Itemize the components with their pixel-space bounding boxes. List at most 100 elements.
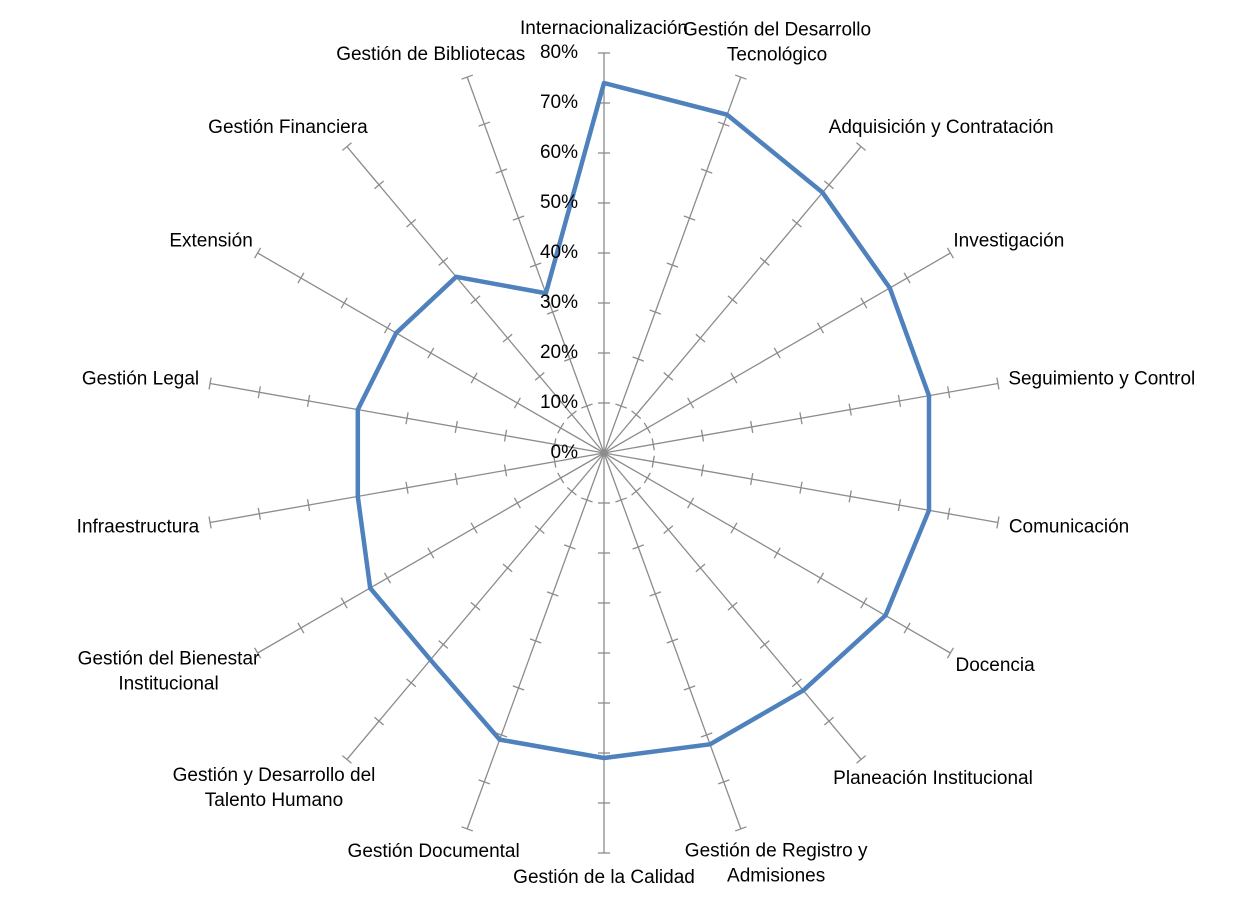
- tick-mark: [529, 638, 542, 644]
- tick-mark: [563, 544, 576, 550]
- tick-mark: [651, 438, 655, 451]
- tick-mark: [759, 640, 770, 649]
- tick-mark: [734, 74, 747, 80]
- tick-mark: [666, 638, 679, 644]
- tick-mark: [470, 522, 478, 534]
- tick-mark: [383, 572, 392, 584]
- tick-mark: [503, 464, 508, 477]
- tick-mark: [759, 257, 770, 266]
- category-label: Gestión Financiera: [208, 117, 368, 139]
- tick-mark: [406, 678, 417, 688]
- tick-mark: [478, 779, 491, 785]
- tick-mark: [687, 397, 695, 409]
- tick-mark: [695, 333, 706, 343]
- category-label: Gestión Legal: [81, 368, 200, 390]
- tick-mark: [717, 121, 730, 127]
- tick-mark: [254, 647, 262, 659]
- tick-mark: [856, 755, 867, 764]
- tick-mark: [717, 779, 730, 785]
- tick-mark: [534, 372, 545, 381]
- tick-mark: [340, 297, 348, 309]
- tick-mark: [502, 333, 513, 343]
- tick-mark: [503, 429, 508, 442]
- tick-mark: [454, 473, 458, 486]
- tick-mark: [897, 394, 902, 407]
- tick-mark: [405, 412, 409, 425]
- category-label: Gestión de Registro y Admisiones: [684, 840, 868, 887]
- tick-mark: [438, 257, 449, 266]
- category-label: Extensión: [169, 230, 253, 252]
- y-tick-label: 60%: [539, 142, 578, 163]
- tick-mark: [631, 486, 642, 496]
- tick-mark: [947, 507, 951, 520]
- category-label: Planeación Institucional: [833, 767, 1033, 789]
- tick-mark: [649, 309, 662, 315]
- tick-mark: [773, 347, 781, 359]
- tick-mark: [374, 716, 385, 726]
- tick-mark: [996, 516, 1000, 529]
- tick-mark: [750, 420, 754, 433]
- tick-mark: [546, 309, 559, 315]
- tick-mark: [581, 403, 593, 409]
- tick-mark: [513, 397, 521, 409]
- tick-mark: [427, 547, 435, 559]
- tick-mark: [257, 386, 261, 399]
- tick-mark: [700, 429, 705, 442]
- tick-mark: [947, 386, 951, 399]
- tick-mark: [903, 622, 911, 634]
- tick-mark: [512, 215, 525, 221]
- y-tick-label: 30%: [539, 292, 578, 313]
- tick-mark: [566, 486, 577, 496]
- tick-mark: [799, 412, 803, 425]
- tick-mark: [512, 685, 525, 691]
- tick-mark: [208, 516, 212, 529]
- tick-mark: [340, 597, 348, 609]
- tick-mark: [405, 481, 409, 494]
- tick-mark: [791, 218, 802, 228]
- tick-mark: [553, 455, 557, 468]
- category-label: Comunicación: [1008, 516, 1130, 538]
- tick-mark: [306, 394, 311, 407]
- tick-mark: [632, 544, 645, 550]
- tick-mark: [897, 499, 902, 512]
- tick-mark: [848, 490, 852, 503]
- tick-mark: [615, 403, 627, 409]
- tick-mark: [461, 74, 474, 80]
- tick-mark: [700, 732, 713, 738]
- category-label: Gestión de la Calidad: [513, 867, 695, 888]
- category-label: Adquisición y Contratación: [828, 117, 1054, 139]
- tick-mark: [823, 180, 834, 190]
- tick-mark: [799, 481, 803, 494]
- y-tick-label: 0%: [550, 442, 578, 463]
- tick-mark: [856, 142, 867, 151]
- tick-mark: [581, 497, 593, 503]
- y-tick-label: 40%: [539, 242, 578, 263]
- tick-mark: [534, 525, 545, 534]
- category-label: Seguimiento y Control: [1008, 368, 1196, 390]
- tick-mark: [816, 322, 825, 334]
- tick-mark: [454, 420, 458, 433]
- series-line: [355, 80, 932, 761]
- category-label: Gestión del Desarrollo Tecnológico: [683, 19, 872, 66]
- tick-mark: [730, 372, 738, 384]
- tick-mark: [631, 410, 642, 420]
- tick-mark: [374, 180, 385, 190]
- tick-mark: [860, 297, 868, 309]
- tick-mark: [946, 247, 954, 259]
- tick-mark: [734, 826, 747, 832]
- y-tick-label: 80%: [539, 42, 578, 63]
- tick-mark: [438, 640, 449, 649]
- tick-mark: [297, 272, 305, 284]
- tick-mark: [651, 455, 655, 468]
- tick-mark: [563, 356, 576, 362]
- tick-mark: [461, 826, 474, 832]
- tick-mark: [406, 218, 417, 228]
- tick-mark: [502, 563, 513, 573]
- tick-mark: [663, 372, 674, 381]
- category-label: Investigación: [953, 230, 1065, 252]
- tick-mark: [615, 497, 627, 503]
- tick-mark: [470, 601, 481, 611]
- tick-mark: [848, 403, 852, 416]
- category-label: Gestión y Desarrollo del Talento Humano: [172, 764, 376, 811]
